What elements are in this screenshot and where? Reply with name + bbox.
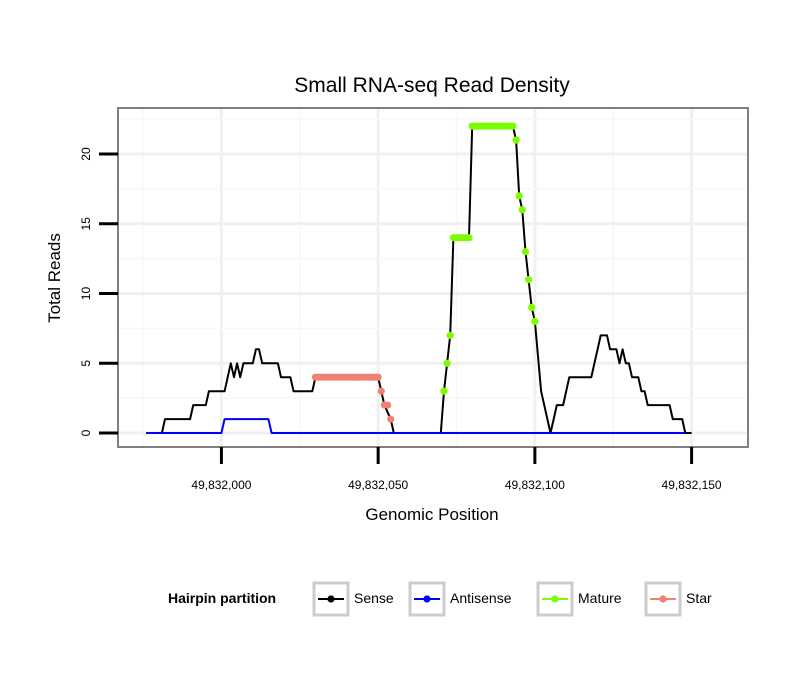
- y-axis-title: Total Reads: [45, 233, 64, 323]
- chart-title: Small RNA-seq Read Density: [294, 74, 570, 97]
- mature-point: [443, 359, 451, 367]
- mature-point: [528, 303, 536, 312]
- y-tick-label: 5: [79, 360, 93, 367]
- y-tick-label: 15: [79, 217, 93, 231]
- y-tick-label: 0: [79, 429, 93, 436]
- x-tick-label: 49,832,050: [348, 478, 408, 492]
- mature-point: [509, 122, 517, 130]
- star-point: [374, 373, 382, 381]
- mature-point: [518, 206, 526, 214]
- mature-point: [525, 276, 533, 284]
- legend-title: Hairpin partition: [168, 590, 276, 606]
- series-layer: [146, 122, 692, 434]
- plot-panel: [118, 108, 748, 447]
- legend-label-antisense: Antisense: [450, 590, 512, 606]
- star-point: [384, 401, 392, 409]
- legend-label-star: Star: [686, 590, 712, 606]
- mature-point: [512, 136, 520, 144]
- mature-point: [531, 317, 539, 325]
- mature-point: [465, 234, 473, 242]
- y-tick-label: 10: [79, 287, 93, 301]
- mature-point: [515, 192, 523, 200]
- legend-label-mature: Mature: [578, 590, 622, 606]
- legend-point-mature: [551, 595, 559, 603]
- legend: Hairpin partition Sense Antisense Mature St…: [168, 581, 712, 617]
- axes: 49,832,000 49,832,050 49,832,100 49,832,150…: [79, 147, 722, 492]
- x-axis-title: Genomic Position: [365, 505, 498, 524]
- x-tick-label: 49,832,150: [662, 478, 722, 492]
- antisense-line: [146, 418, 686, 434]
- y-tick-label: 20: [79, 147, 93, 161]
- x-tick-label: 49,832,000: [191, 478, 251, 492]
- mature-point: [440, 387, 448, 395]
- star-point: [387, 415, 395, 423]
- star-point: [377, 387, 385, 395]
- x-tick-label: 49,832,100: [505, 478, 565, 492]
- mature-point: [446, 331, 454, 339]
- legend-label-sense: Sense: [354, 590, 394, 606]
- legend-point-star: [659, 595, 667, 603]
- legend-point-antisense: [423, 595, 431, 603]
- legend-point-sense: [327, 595, 335, 603]
- plot-border: [117, 107, 749, 448]
- mature-point: [521, 248, 530, 256]
